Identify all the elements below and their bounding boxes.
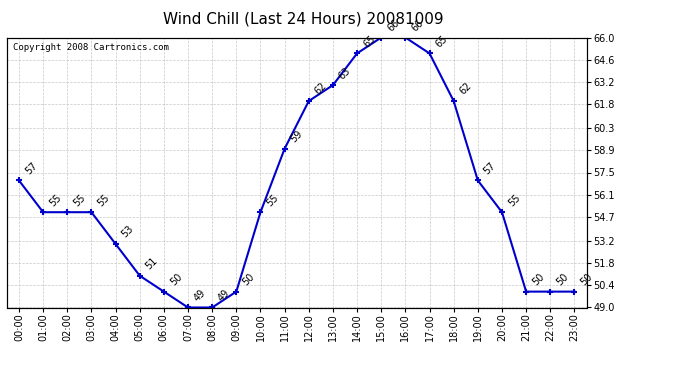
Text: 66: 66	[410, 18, 425, 33]
Text: 50: 50	[241, 272, 256, 288]
Text: 59: 59	[289, 129, 304, 144]
Text: 53: 53	[120, 224, 135, 240]
Text: 49: 49	[217, 288, 232, 303]
Text: 55: 55	[72, 192, 88, 208]
Text: 50: 50	[579, 272, 594, 288]
Text: 57: 57	[482, 160, 498, 176]
Text: Copyright 2008 Cartronics.com: Copyright 2008 Cartronics.com	[12, 43, 168, 52]
Text: Wind Chill (Last 24 Hours) 20081009: Wind Chill (Last 24 Hours) 20081009	[164, 11, 444, 26]
Text: 55: 55	[96, 192, 112, 208]
Text: 65: 65	[362, 33, 377, 49]
Text: 55: 55	[506, 192, 522, 208]
Text: 55: 55	[265, 192, 281, 208]
Text: 49: 49	[193, 288, 208, 303]
Text: 66: 66	[386, 18, 401, 33]
Text: 50: 50	[168, 272, 184, 288]
Text: 65: 65	[434, 33, 449, 49]
Text: 50: 50	[531, 272, 546, 288]
Text: 63: 63	[337, 65, 353, 81]
Text: 51: 51	[144, 256, 159, 272]
Text: 55: 55	[48, 192, 63, 208]
Text: 57: 57	[23, 160, 39, 176]
Text: 62: 62	[458, 81, 473, 97]
Text: 62: 62	[313, 81, 328, 97]
Text: 50: 50	[555, 272, 570, 288]
